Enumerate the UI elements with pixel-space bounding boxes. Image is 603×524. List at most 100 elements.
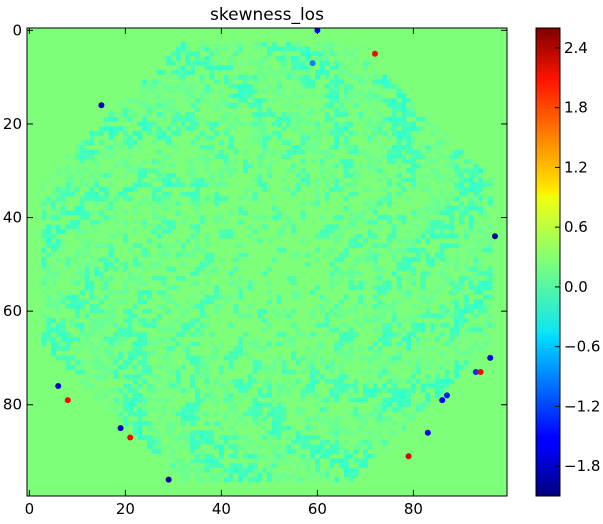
heatmap-cell <box>103 191 109 197</box>
heatmap-cell <box>166 88 171 94</box>
heatmap-cell <box>108 116 114 122</box>
heatmap-cell <box>444 154 450 160</box>
heatmap-cell <box>324 93 330 99</box>
heatmap-cell <box>204 238 210 244</box>
heatmap-cell <box>267 149 272 155</box>
heatmap-cell <box>271 444 277 450</box>
heatmap-cell <box>343 336 349 342</box>
heatmap-cell <box>324 449 330 454</box>
heatmap-cell <box>310 145 315 150</box>
heatmap-cell <box>300 168 306 174</box>
heatmap-cell <box>473 219 479 225</box>
heatmap-cell <box>257 182 263 188</box>
heatmap-cell <box>219 369 224 375</box>
heatmap-cell <box>459 308 464 314</box>
heatmap-cell <box>315 201 320 206</box>
heatmap-cell <box>324 70 330 75</box>
heatmap-cell <box>411 159 416 164</box>
heatmap-cell <box>267 369 272 375</box>
heatmap-cell <box>195 439 200 445</box>
heatmap-cell <box>108 201 114 206</box>
heatmap-cell <box>180 444 186 450</box>
heatmap-cell <box>310 425 315 431</box>
heatmap-cell <box>209 393 215 398</box>
heatmap-cell <box>151 341 157 347</box>
heatmap-cell <box>401 369 407 375</box>
heatmap-cell <box>185 70 191 75</box>
heatmap-cell <box>483 308 488 314</box>
heatmap-cell <box>300 215 306 220</box>
heatmap-cell <box>473 299 479 305</box>
heatmap-cell <box>483 285 488 291</box>
heatmap-cell <box>137 173 143 178</box>
heatmap-cell <box>348 430 354 436</box>
heatmap-cell <box>108 262 114 267</box>
heatmap-cell <box>315 444 320 450</box>
heatmap-cell <box>444 182 450 188</box>
heatmap-cell <box>171 336 176 342</box>
heatmap-cell <box>108 364 114 370</box>
heatmap-cell <box>132 355 138 361</box>
heatmap-cell <box>199 360 205 365</box>
heatmap-cell <box>377 369 383 375</box>
heatmap-cell <box>55 187 61 192</box>
heatmap-cell <box>387 159 392 164</box>
heatmap-cell <box>219 98 224 103</box>
heatmap-cell <box>190 140 195 145</box>
heatmap-cell <box>439 379 445 384</box>
heatmap-cell <box>353 102 359 108</box>
heatmap-cell <box>214 439 219 445</box>
heatmap-cell <box>382 266 387 272</box>
heatmap-cell <box>195 168 200 174</box>
heatmap-cell <box>377 430 383 436</box>
heatmap-cell <box>51 271 56 277</box>
heatmap-cell <box>478 168 483 174</box>
heatmap-cell <box>123 173 128 178</box>
heatmap-cell <box>271 121 277 127</box>
heatmap-cell <box>223 196 229 202</box>
heatmap-cell <box>411 140 416 145</box>
heatmap-cell <box>276 233 282 239</box>
heatmap-cell <box>343 173 349 178</box>
heatmap-cell <box>339 233 344 239</box>
heatmap-cell <box>123 318 128 323</box>
heatmap-cell <box>219 425 224 431</box>
heatmap-cell <box>329 276 335 281</box>
heatmap-cell <box>396 107 402 113</box>
heatmap-cell <box>142 88 147 94</box>
heatmap-cell <box>118 205 123 211</box>
heatmap-cell <box>406 107 411 113</box>
heatmap-cell <box>233 383 239 389</box>
heatmap-cell <box>478 247 483 253</box>
heatmap-cell <box>286 112 291 117</box>
heatmap-cell <box>252 407 258 412</box>
heatmap-cell <box>420 229 426 234</box>
heatmap-cell <box>204 135 210 141</box>
heatmap-cell <box>223 46 229 52</box>
heatmap-cell <box>435 168 440 174</box>
heatmap-cell <box>377 276 383 281</box>
heatmap-cell <box>401 252 407 258</box>
heatmap-cell <box>387 238 392 244</box>
heatmap-cell <box>415 163 421 169</box>
heatmap-cell <box>262 308 267 314</box>
heatmap-cell <box>372 116 378 122</box>
heatmap-cell <box>363 458 368 464</box>
heatmap-cell <box>113 355 119 361</box>
heatmap-cell <box>204 159 210 164</box>
heatmap-cell <box>171 107 176 113</box>
heatmap-cell <box>372 435 378 440</box>
heatmap-cell <box>420 126 426 131</box>
heatmap-cell <box>195 416 200 422</box>
heatmap-cell <box>411 126 416 131</box>
heatmap-cell <box>214 130 219 136</box>
heatmap-cell <box>396 322 402 328</box>
heatmap-cell <box>271 196 277 202</box>
heatmap-cell <box>70 219 75 225</box>
heatmap-cell <box>161 407 167 412</box>
heatmap-cell <box>463 205 469 211</box>
heatmap-cell <box>415 252 421 258</box>
heatmap-cell <box>358 322 363 328</box>
heatmap-cell <box>113 313 119 319</box>
heatmap-cell <box>300 355 306 361</box>
